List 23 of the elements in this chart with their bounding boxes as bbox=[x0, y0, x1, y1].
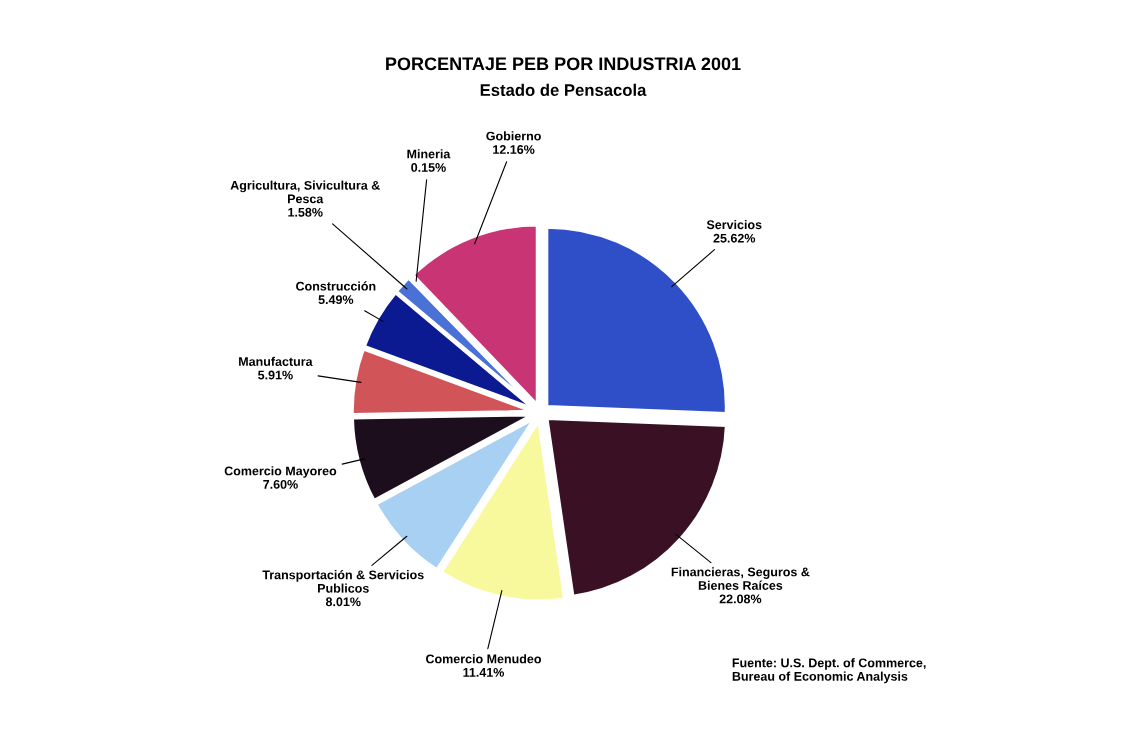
data-label: 0.15% bbox=[411, 163, 446, 172]
slice-label: Comercio Menudeo bbox=[426, 654, 541, 664]
slice-label: Servicios bbox=[706, 219, 762, 230]
data-label: 5.91% bbox=[258, 370, 293, 380]
data-label: 5.49% bbox=[318, 295, 354, 305]
source-note: Fuente: U.S. Dept. of Commerce, Bureau of Economic Analysis bbox=[732, 658, 926, 684]
data-label: 7.60% bbox=[263, 479, 298, 489]
data-label: 11.41% bbox=[463, 667, 505, 677]
slice-label: Comercio Mayoreo bbox=[224, 466, 337, 478]
data-label: 12.16% bbox=[493, 145, 535, 154]
data-label: 1.58% bbox=[288, 207, 323, 217]
slice-label: Financieras, Seguros & Bienes Raíces bbox=[671, 567, 810, 590]
chart-subtitle: Estado de Pensacola bbox=[480, 83, 647, 96]
chart-title: PORCENTAJE PEB POR INDUSTRIA 2001 bbox=[386, 57, 741, 71]
data-label: 22.08% bbox=[719, 594, 762, 604]
slice-label: Transportación & Servicios Publicos bbox=[262, 569, 424, 593]
data-label: 8.01% bbox=[325, 597, 361, 607]
slice-label: Construcción bbox=[296, 281, 376, 291]
data-label: 25.62% bbox=[713, 233, 756, 243]
slice-label: Agricultura, Sivicultura & Pesca bbox=[230, 180, 380, 204]
slice-label: Gobierno bbox=[486, 131, 541, 141]
slice-label: Mineria bbox=[407, 149, 451, 159]
slice-label: Manufactura bbox=[239, 356, 313, 366]
